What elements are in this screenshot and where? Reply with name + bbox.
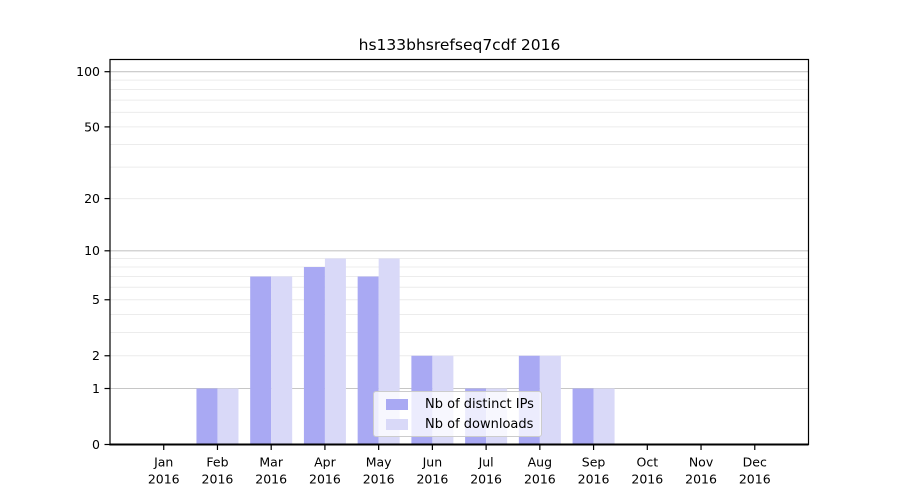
x-tick-label: Nov 2016 <box>685 455 717 487</box>
y-tick-label: 2 <box>92 348 100 363</box>
bar-downloads-feb <box>217 388 239 445</box>
x-tick-label: Jul 2016 <box>470 455 502 487</box>
legend-label-downloads: Nb of downloads <box>425 416 534 432</box>
y-tick-label: 5 <box>92 292 100 307</box>
bar-distinct-ips-sep <box>572 388 594 445</box>
x-tick-label: Apr 2016 <box>309 455 341 487</box>
y-tick-label: 20 <box>84 191 100 206</box>
legend: Nb of distinct IPs Nb of downloads <box>373 391 542 437</box>
x-tick-label: Jan 2016 <box>148 455 180 487</box>
bar-downloads-sep <box>593 388 615 445</box>
chart-title: hs133bhsrefseq7cdf 2016 <box>358 36 561 54</box>
x-tick-label: Aug 2016 <box>524 455 556 487</box>
y-tick-label: 100 <box>76 64 100 79</box>
x-tick-label: Feb 2016 <box>202 455 234 487</box>
x-tick-label: Mar 2016 <box>255 455 287 487</box>
bar-distinct-ips-apr <box>303 267 325 445</box>
y-tick-label: 10 <box>84 243 100 258</box>
bar-distinct-ips-mar <box>250 276 272 445</box>
y-tick-label: 50 <box>84 119 100 134</box>
x-tick-label: Jun 2016 <box>416 455 448 487</box>
y-tick-label: 0 <box>92 437 100 452</box>
legend-item-downloads: Nb of downloads <box>386 416 533 432</box>
x-tick-label: May 2016 <box>363 455 395 487</box>
bar-downloads-mar <box>271 276 293 445</box>
x-tick-label: Sep 2016 <box>578 455 610 487</box>
x-tick-label: Oct 2016 <box>631 455 663 487</box>
legend-swatch-distinct-ips <box>386 398 408 410</box>
bar-downloads-apr <box>324 258 346 445</box>
axes-frame <box>109 58 810 446</box>
bar-downloads-aug <box>539 355 561 445</box>
legend-swatch-downloads <box>386 418 408 430</box>
y-tick-label: 1 <box>92 381 100 396</box>
legend-label-distinct-ips: Nb of distinct IPs <box>425 396 534 412</box>
x-tick-label: Dec 2016 <box>739 455 771 487</box>
bar-distinct-ips-feb <box>196 388 218 445</box>
legend-item-distinct-ips: Nb of distinct IPs <box>386 396 534 412</box>
